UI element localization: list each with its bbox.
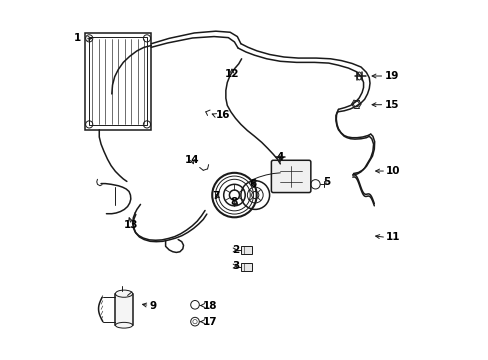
Text: 6: 6 xyxy=(249,179,257,189)
FancyBboxPatch shape xyxy=(271,160,310,193)
Text: 13: 13 xyxy=(124,220,139,230)
Text: 3: 3 xyxy=(231,261,239,271)
Text: 9: 9 xyxy=(149,301,156,311)
Text: 5: 5 xyxy=(323,177,330,187)
Bar xyxy=(241,246,251,254)
Text: 11: 11 xyxy=(386,232,400,242)
Text: 1: 1 xyxy=(74,33,81,43)
Bar xyxy=(115,294,132,325)
Text: 10: 10 xyxy=(386,166,400,176)
Text: 2: 2 xyxy=(231,245,239,255)
Text: 17: 17 xyxy=(203,317,218,327)
Text: 15: 15 xyxy=(384,100,398,110)
Text: 18: 18 xyxy=(203,301,217,311)
Ellipse shape xyxy=(115,290,132,297)
Text: 16: 16 xyxy=(215,111,230,121)
Text: 12: 12 xyxy=(224,69,239,79)
Text: 7: 7 xyxy=(212,191,219,201)
Text: 19: 19 xyxy=(384,71,398,81)
Text: 14: 14 xyxy=(185,155,200,165)
Ellipse shape xyxy=(115,322,132,328)
Bar xyxy=(241,263,251,271)
Text: 8: 8 xyxy=(230,197,237,207)
Text: 4: 4 xyxy=(276,152,284,162)
